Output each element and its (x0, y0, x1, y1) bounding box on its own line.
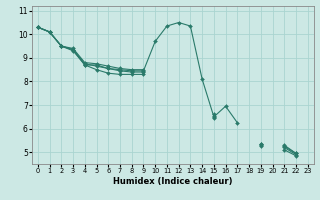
X-axis label: Humidex (Indice chaleur): Humidex (Indice chaleur) (113, 177, 233, 186)
